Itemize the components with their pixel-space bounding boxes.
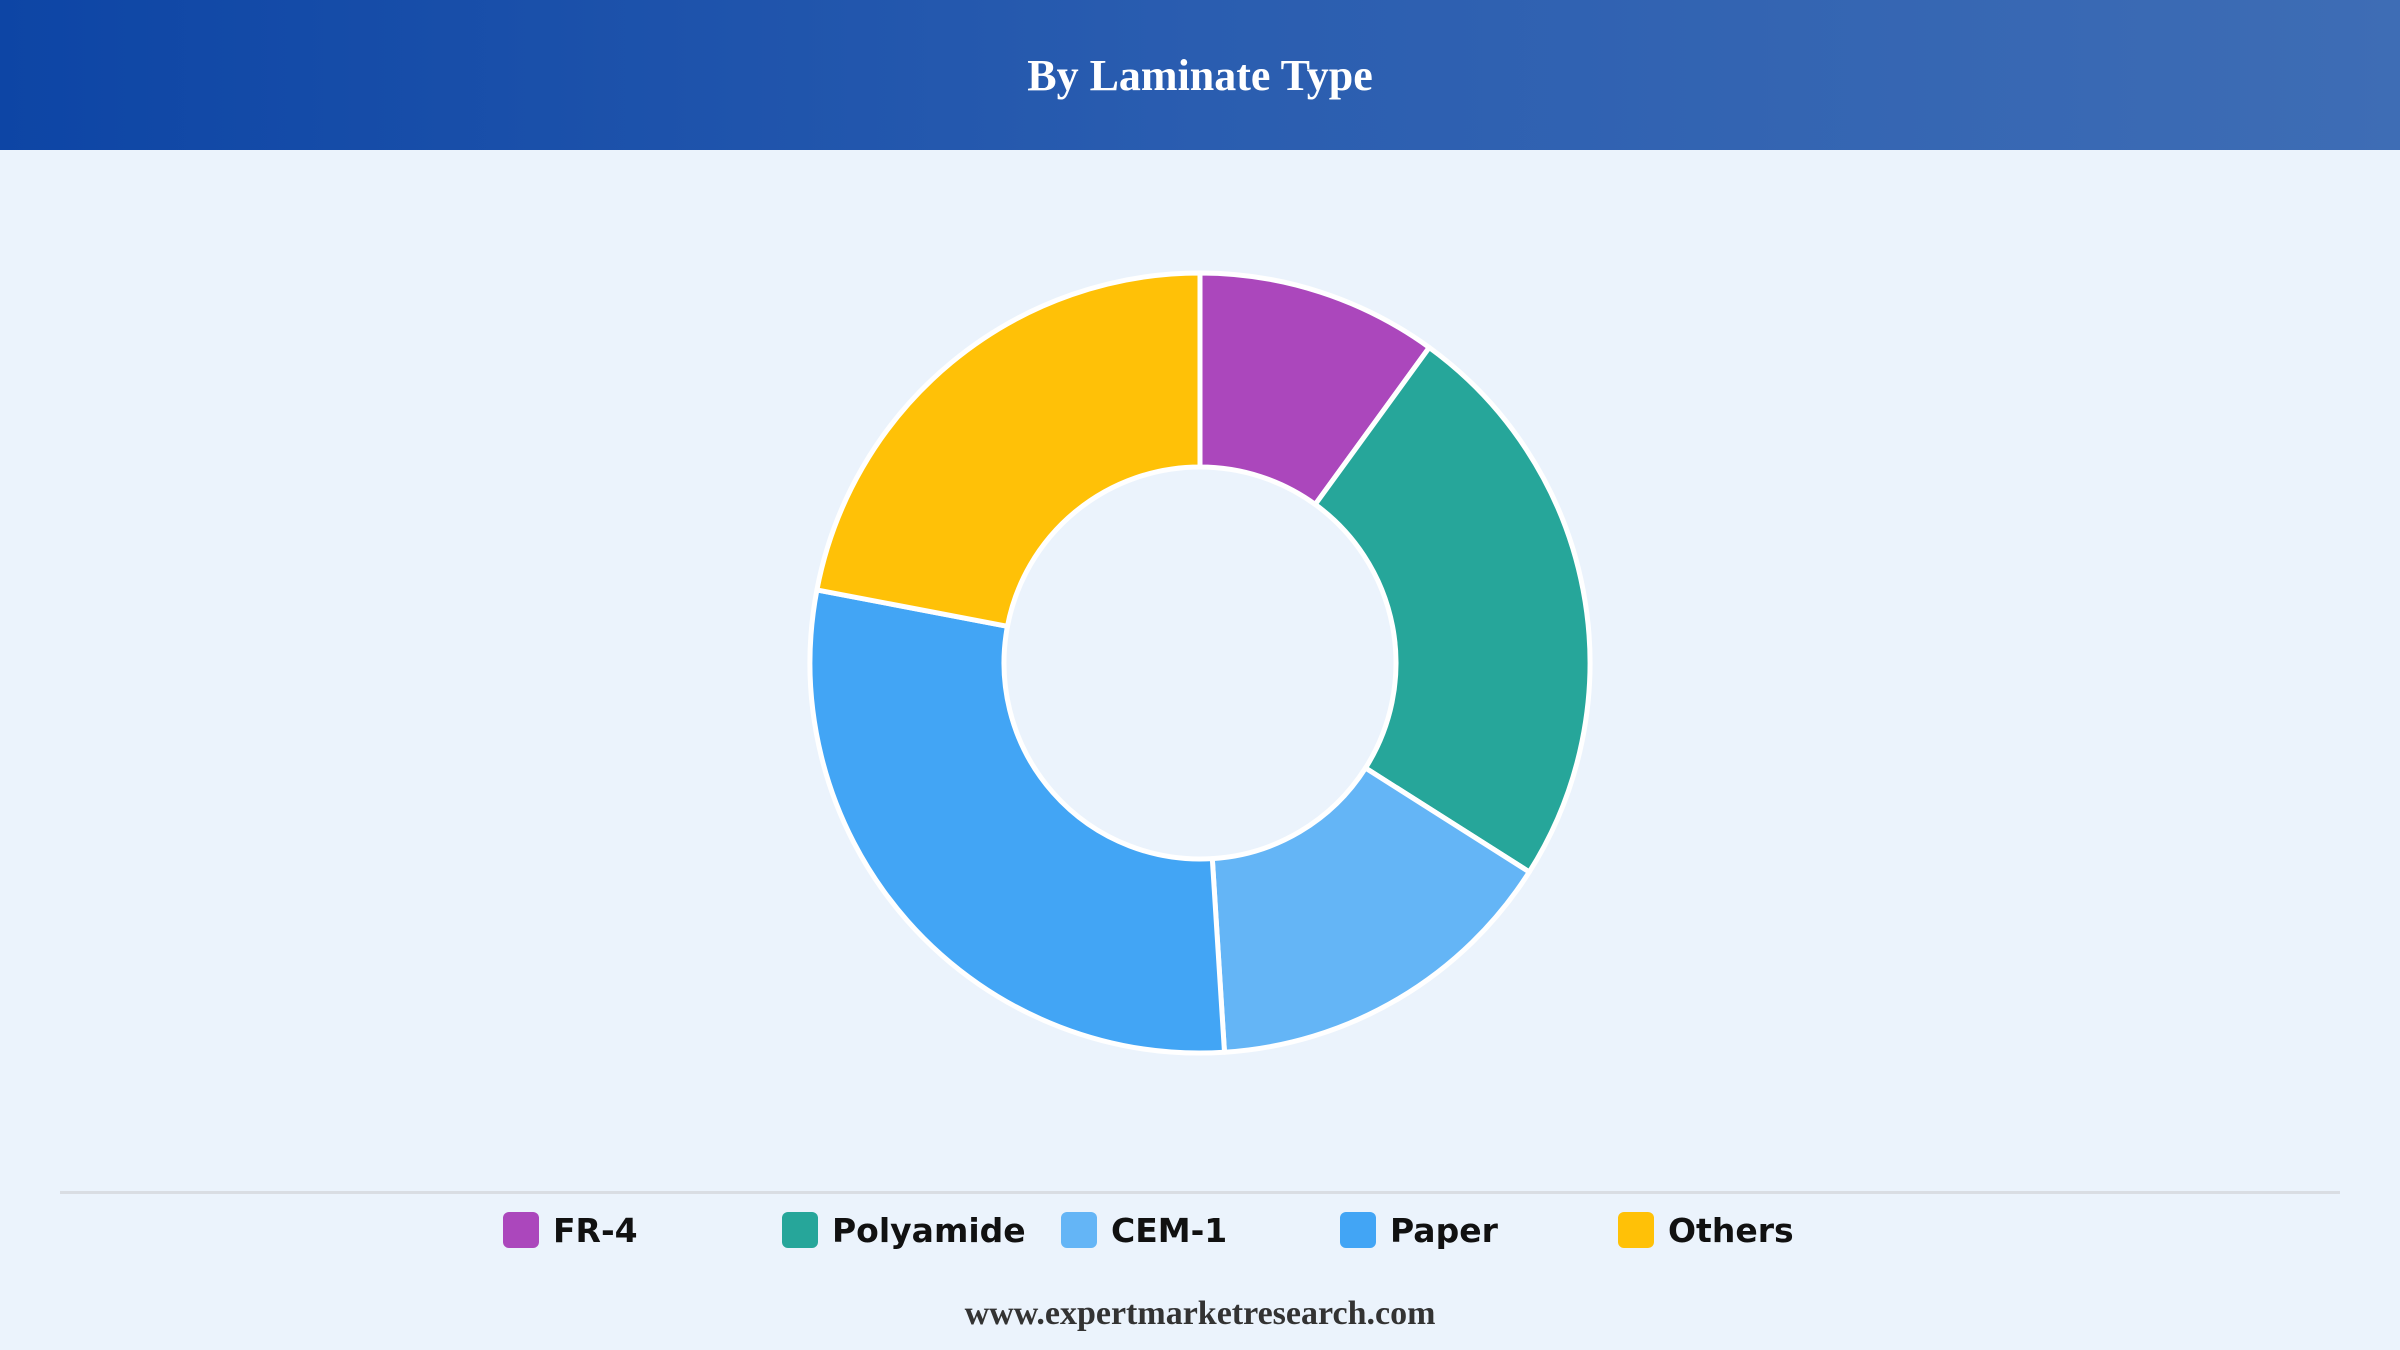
legend-item-fr4: FR-4	[503, 1205, 638, 1255]
legend-divider	[60, 1191, 2340, 1194]
donut-slice-paper	[807, 587, 1227, 1056]
legend-swatch-cem1	[1061, 1212, 1097, 1248]
legend-label-fr4: FR-4	[553, 1210, 638, 1250]
legend-item-cem1: CEM-1	[1061, 1205, 1227, 1255]
legend-swatch-paper	[1340, 1212, 1376, 1248]
legend-label-cem1: CEM-1	[1111, 1210, 1228, 1250]
legend-label-paper: Paper	[1390, 1210, 1498, 1250]
legend-label-polyamide: Polyamide	[832, 1210, 1026, 1250]
legend-item-others: Others	[1618, 1205, 1794, 1255]
donut-chart	[807, 270, 1593, 1056]
legend-swatch-fr4	[503, 1212, 539, 1248]
donut-slice-polyamide	[1312, 344, 1593, 875]
donut-slice-cem1	[1209, 765, 1532, 1055]
legend-swatch-others	[1618, 1212, 1654, 1248]
donut-slice-others	[814, 270, 1203, 629]
chart-legend: FR-4 Polyamide CEM-1 Paper Others	[0, 1205, 2400, 1255]
chart-header: By Laminate Type	[0, 0, 2400, 150]
legend-item-polyamide: Polyamide	[782, 1205, 1026, 1255]
legend-swatch-polyamide	[782, 1212, 818, 1248]
legend-label-others: Others	[1668, 1210, 1794, 1250]
legend-item-paper: Paper	[1340, 1205, 1498, 1255]
chart-title: By Laminate Type	[1027, 50, 1373, 100]
source-url: www.expertmarketresearch.com	[964, 1295, 1436, 1332]
